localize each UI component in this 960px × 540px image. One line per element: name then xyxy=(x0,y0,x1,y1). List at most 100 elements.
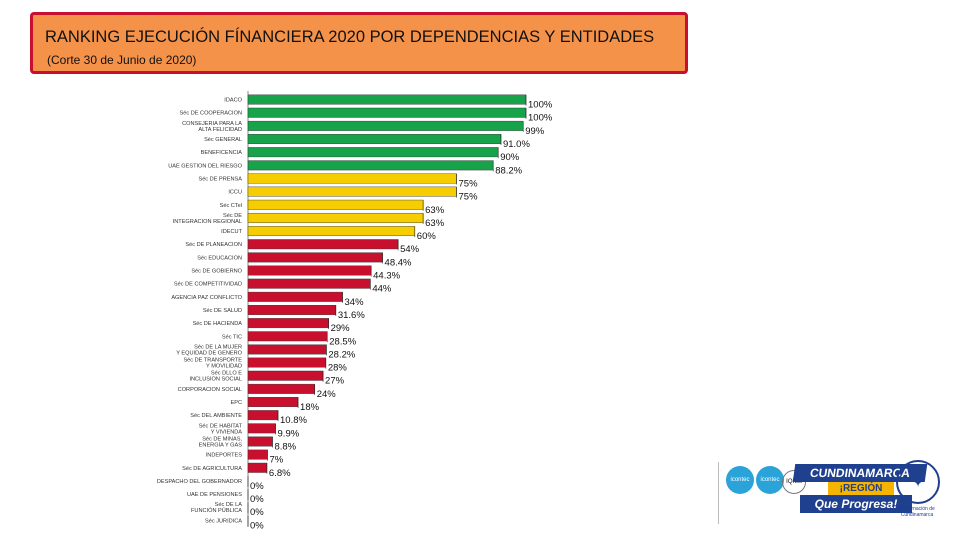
chart-subtitle: (Corte 30 de Junio de 2020) xyxy=(47,53,197,67)
category-label: Séc JURIDICA xyxy=(205,518,242,524)
category-label: CONSEJERIA PARA LA ALTA FELICIDAD xyxy=(182,121,242,133)
bar xyxy=(247,239,399,250)
logos-area: icontec icontec IQNet CUNDINAMARCA ¡REGI… xyxy=(718,460,958,530)
bar xyxy=(247,410,279,421)
bar xyxy=(247,305,337,315)
bar xyxy=(247,94,527,105)
brand-line-3: Que Progresa! xyxy=(800,495,912,513)
data-label: 28.2% xyxy=(328,349,355,360)
chart-title: RANKING EJECUCIÓN FÍNANCIERA 2020 POR DE… xyxy=(45,28,655,46)
bar xyxy=(247,160,494,171)
category-label: BENEFICENCIA xyxy=(201,150,243,156)
category-label: CORPORACION SOCIAL xyxy=(178,387,242,393)
bar xyxy=(247,134,502,144)
category-label: DESPACHO DEL GOBERNADOR xyxy=(157,479,242,485)
category-label: UAE DE PENSIONES xyxy=(187,492,242,498)
bar xyxy=(247,107,527,118)
bar xyxy=(247,344,327,355)
data-label: 27% xyxy=(325,376,345,387)
category-label: EPC xyxy=(230,400,242,406)
data-label: 75% xyxy=(459,178,479,189)
data-label: 31.6% xyxy=(338,310,365,321)
bar xyxy=(247,173,457,184)
category-label: IDACO xyxy=(224,98,242,104)
category-label: Séc DE GOBIERNO xyxy=(191,269,242,275)
data-label: 63% xyxy=(425,218,445,229)
bar xyxy=(247,199,424,210)
category-label: Séc DEL AMBIENTE xyxy=(190,413,242,419)
data-label: 63% xyxy=(425,205,445,216)
bar xyxy=(247,423,276,434)
bar xyxy=(247,212,424,223)
data-label: 18% xyxy=(300,402,320,413)
data-label: 90% xyxy=(500,152,520,163)
category-label: Séc CTel xyxy=(220,203,242,209)
data-label: 6.8% xyxy=(269,468,291,479)
bar xyxy=(247,449,268,460)
seal-caption: Gobernación de Cundinamarca xyxy=(899,506,935,518)
data-label: 0% xyxy=(250,481,264,492)
category-label: Séc DE HABITAT Y VIVIENDA xyxy=(199,423,243,435)
brand-line-2: ¡REGIÓN xyxy=(828,482,894,495)
bar xyxy=(247,278,371,289)
bar xyxy=(247,370,324,381)
icontec-badge-icon: icontec xyxy=(726,466,754,494)
category-label: Séc DE AGRICULTURA xyxy=(182,466,242,472)
data-label: 24% xyxy=(317,389,337,400)
category-label: Séc DE MINAS, ENERGÍA Y GAS xyxy=(199,436,243,448)
category-label: IDECUT xyxy=(221,229,242,235)
data-label: 28% xyxy=(328,363,348,374)
data-label: 10.8% xyxy=(280,415,307,426)
category-label: Séc EDUCACION xyxy=(197,255,242,261)
category-label: Séc DE PLANEACION xyxy=(185,242,242,248)
category-label: Séc DLLO E INCLUSION SOCIAL xyxy=(189,371,242,383)
data-label: 0% xyxy=(250,507,264,518)
category-label: Séc DE COMPETITIVIDAD xyxy=(174,282,242,288)
category-label: Séc DE LA MUJER Y EQUIDAD DE GENERO xyxy=(176,344,242,356)
category-label: Séc DE COOPERACION xyxy=(180,111,242,117)
data-label: 91.0% xyxy=(503,139,530,150)
data-label: 75% xyxy=(459,192,479,203)
category-label: INDEPORTES xyxy=(206,453,243,459)
title-banner: RANKING EJECUCIÓN FÍNANCIERA 2020 POR DE… xyxy=(30,12,688,74)
category-label: ICCU xyxy=(228,190,242,196)
bar xyxy=(247,397,299,407)
bar xyxy=(247,120,524,131)
bar xyxy=(247,252,383,263)
bar xyxy=(247,186,457,197)
data-label: 29% xyxy=(331,323,351,334)
bar xyxy=(247,462,268,473)
data-label: 54% xyxy=(400,244,420,255)
data-label: 99% xyxy=(525,126,545,137)
data-label: 0% xyxy=(250,520,264,531)
data-label: 44% xyxy=(372,284,392,295)
data-label: 9.9% xyxy=(278,428,300,439)
data-label: 48.4% xyxy=(385,257,412,268)
category-label: Séc DE PRENSA xyxy=(198,176,242,182)
bar xyxy=(247,318,329,329)
category-label: Séc DE SALUD xyxy=(203,308,242,314)
category-label: AGENCIA PAZ CONFLICTO xyxy=(171,295,242,301)
data-label: 34% xyxy=(345,297,365,308)
cundinamarca-logo: CUNDINAMARCA ¡REGIÓN Que Progresa! xyxy=(792,464,928,516)
category-label: UAE GESTION DEL RIESGO xyxy=(168,163,242,169)
data-label: 100% xyxy=(528,113,553,124)
data-label: 7% xyxy=(269,455,283,466)
category-label: Séc DE TRANSPORTE Y MOVILIDAD xyxy=(183,358,242,370)
bar xyxy=(247,147,499,158)
bar xyxy=(247,357,327,368)
data-label: 8.8% xyxy=(274,441,296,452)
data-label: 100% xyxy=(528,100,553,111)
category-label: Séc DE INTEGRACION REGIONAL xyxy=(173,213,243,225)
data-label: 0% xyxy=(250,494,264,505)
category-label: Séc DE LA FUNCIÓN PÚBLICA xyxy=(191,502,242,514)
category-label: Séc TIC xyxy=(222,334,242,340)
bar xyxy=(247,331,328,342)
logo-divider xyxy=(718,462,719,524)
data-label: 88.2% xyxy=(495,165,522,176)
data-label: 28.5% xyxy=(329,336,356,347)
gobernacion-seal-icon: ✦ xyxy=(896,460,940,504)
bar xyxy=(247,265,372,276)
category-label: Séc DE HACIENDA xyxy=(193,321,243,327)
